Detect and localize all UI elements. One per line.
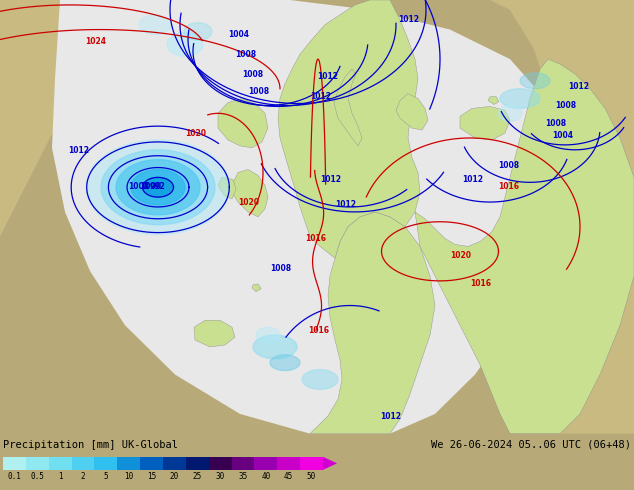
Text: 1008: 1008 <box>235 50 256 59</box>
Bar <box>140 457 163 470</box>
Polygon shape <box>218 98 268 148</box>
Polygon shape <box>139 15 171 34</box>
Polygon shape <box>498 105 522 121</box>
Polygon shape <box>278 0 420 258</box>
Text: 1012: 1012 <box>310 92 331 100</box>
Bar <box>254 457 277 470</box>
Text: 1024: 1024 <box>85 37 106 47</box>
Polygon shape <box>116 160 200 215</box>
Bar <box>186 457 209 470</box>
Text: 1016: 1016 <box>308 326 329 335</box>
Text: 1008: 1008 <box>545 119 566 128</box>
Text: 15: 15 <box>147 472 156 481</box>
Polygon shape <box>52 0 560 434</box>
Bar <box>163 457 186 470</box>
Text: 1016: 1016 <box>498 182 519 191</box>
Bar <box>300 457 323 470</box>
Text: 1008: 1008 <box>270 264 291 273</box>
Text: 20: 20 <box>170 472 179 481</box>
Text: 10: 10 <box>124 472 133 481</box>
Polygon shape <box>415 59 634 434</box>
Text: Precipitation [mm] UK-Global: Precipitation [mm] UK-Global <box>3 440 178 450</box>
Polygon shape <box>194 320 235 347</box>
Text: 1008: 1008 <box>248 87 269 96</box>
Text: 1012: 1012 <box>68 146 89 155</box>
Text: 992: 992 <box>150 182 165 191</box>
Polygon shape <box>131 170 185 205</box>
Text: 1004: 1004 <box>552 131 573 140</box>
Text: 0.5: 0.5 <box>30 472 44 481</box>
Polygon shape <box>167 32 203 56</box>
Bar <box>277 457 300 470</box>
Text: 25: 25 <box>193 472 202 481</box>
Bar <box>26 457 49 470</box>
Text: 0.1: 0.1 <box>8 472 22 481</box>
Text: 1012: 1012 <box>380 412 401 421</box>
Polygon shape <box>488 97 499 104</box>
Text: 1016: 1016 <box>305 234 326 244</box>
Text: 2: 2 <box>81 472 86 481</box>
Text: 1: 1 <box>58 472 63 481</box>
Text: 35: 35 <box>238 472 248 481</box>
Polygon shape <box>500 89 540 108</box>
Text: 1012: 1012 <box>320 175 341 184</box>
Bar <box>3 457 26 470</box>
Polygon shape <box>86 140 230 235</box>
Text: 1016: 1016 <box>470 279 491 288</box>
Polygon shape <box>490 0 634 434</box>
Polygon shape <box>253 335 297 359</box>
Text: 1008: 1008 <box>242 70 263 79</box>
Text: 30: 30 <box>216 472 225 481</box>
Polygon shape <box>184 23 212 40</box>
Text: 45: 45 <box>284 472 294 481</box>
Text: 1012: 1012 <box>335 200 356 209</box>
Bar <box>209 457 231 470</box>
Bar <box>117 457 140 470</box>
Text: 1020: 1020 <box>450 251 471 260</box>
Text: 50: 50 <box>307 472 316 481</box>
Polygon shape <box>218 177 236 199</box>
Bar <box>94 457 117 470</box>
Polygon shape <box>230 170 268 217</box>
Polygon shape <box>143 177 173 197</box>
Text: 1012: 1012 <box>317 72 338 81</box>
Polygon shape <box>0 0 90 237</box>
Text: 1012: 1012 <box>462 175 483 184</box>
Polygon shape <box>270 355 300 370</box>
Polygon shape <box>0 0 80 79</box>
Polygon shape <box>520 73 550 89</box>
Polygon shape <box>396 94 428 130</box>
Bar <box>49 457 72 470</box>
Text: 1020: 1020 <box>238 198 259 207</box>
Polygon shape <box>302 369 338 389</box>
Text: 1020: 1020 <box>185 129 206 138</box>
Text: 1008: 1008 <box>498 161 519 170</box>
Polygon shape <box>252 284 261 292</box>
Polygon shape <box>460 106 510 140</box>
Polygon shape <box>334 69 362 146</box>
Text: 5: 5 <box>103 472 108 481</box>
Text: 40: 40 <box>261 472 271 481</box>
Polygon shape <box>256 327 280 343</box>
Polygon shape <box>101 150 215 225</box>
Text: 1000: 1000 <box>140 182 161 191</box>
Bar <box>72 457 94 470</box>
Text: 1012: 1012 <box>568 82 589 91</box>
Text: 1012: 1012 <box>398 15 419 24</box>
Polygon shape <box>310 212 435 434</box>
Text: 1008: 1008 <box>128 182 149 191</box>
Text: 1008: 1008 <box>555 101 576 110</box>
Text: We 26-06-2024 05..06 UTC (06+48): We 26-06-2024 05..06 UTC (06+48) <box>431 440 631 450</box>
Polygon shape <box>323 457 337 470</box>
Text: 1004: 1004 <box>228 30 249 40</box>
Bar <box>231 457 254 470</box>
